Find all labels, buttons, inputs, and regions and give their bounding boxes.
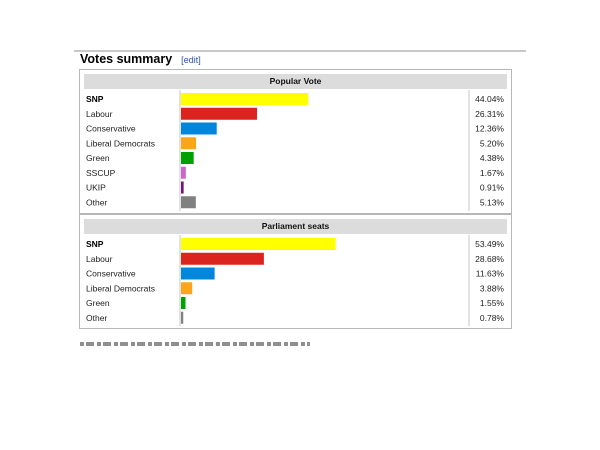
popular-vote-chart: SNP 44.04% Labour 26.31% Conservative 12.36% L…	[86, 90, 505, 211]
parliament-seats-value-green: 1.55%	[480, 298, 505, 308]
popular-vote-title: Popular Vote	[84, 74, 507, 89]
parliament-seats-value-snp: 53.49%	[475, 239, 504, 249]
parliament-seats-title: Parliament seats	[84, 219, 507, 234]
popular-vote-bar-other	[181, 196, 196, 209]
parliament-seats-bar-green	[181, 297, 186, 309]
popular-vote-value-labour: 26.31%	[475, 109, 504, 119]
parliament-seats-chart: SNP 53.49% Labour 28.68% Conservative 11.63% L…	[86, 235, 505, 326]
parliament-seats-bar-conservative	[181, 267, 215, 280]
popular-vote-bar-ukip	[181, 181, 184, 194]
popular-vote-value-green: 4.38%	[480, 153, 505, 163]
popular-vote-panel: Popular Vote SNP 44.04% Labour 26.31% Conser…	[79, 69, 512, 214]
section-heading: Votes summary [edit]	[80, 52, 201, 70]
popular-vote-value-liberal-democrats: 5.20%	[480, 138, 505, 148]
parliament-seats-label-snp: SNP	[86, 239, 104, 249]
popular-vote-value-sscup: 1.67%	[480, 168, 505, 178]
parliament-seats-bar-other	[181, 311, 184, 324]
popular-vote-bar-snp	[181, 93, 309, 105]
parliament-seats-label-liberal-democrats: Liberal Democrats	[86, 283, 155, 293]
popular-vote-label-other: Other	[86, 197, 107, 207]
popular-vote-label-labour: Labour	[86, 109, 113, 119]
popular-vote-bar-green	[181, 152, 194, 164]
parliament-seats-panel: Parliament seats SNP 53.49% Labour 28.68% Co…	[79, 214, 512, 329]
parliament-seats-bar-snp	[181, 238, 336, 250]
top-divider	[74, 50, 526, 52]
popular-vote-bar-liberal-democrats	[181, 137, 197, 150]
parliament-seats-value-liberal-democrats: 3.88%	[480, 283, 505, 293]
popular-vote-value-conservative: 12.36%	[475, 124, 504, 134]
popular-vote-label-ukip: UKIP	[86, 183, 106, 193]
popular-vote-bar-labour	[181, 107, 258, 120]
parliament-seats-label-other: Other	[86, 313, 107, 323]
popular-vote-value-ukip: 0.91%	[480, 183, 505, 193]
parliament-seats-value-other: 0.78%	[480, 313, 505, 323]
popular-vote-bar-sscup	[181, 166, 186, 179]
popular-vote-label-conservative: Conservative	[86, 124, 136, 134]
parliament-seats-bar-liberal-democrats	[181, 282, 193, 295]
parliament-seats-value-conservative: 11.63%	[476, 269, 505, 279]
popular-vote-label-snp: SNP	[86, 94, 104, 104]
parliament-seats-label-labour: Labour	[86, 254, 113, 264]
cut-off-heading	[80, 342, 310, 346]
edit-link[interactable]: edit	[183, 55, 199, 65]
parliament-seats-label-green: Green	[86, 298, 110, 308]
popular-vote-label-liberal-democrats: Liberal Democrats	[86, 138, 155, 148]
section-title: Votes summary	[80, 52, 173, 66]
parliament-seats-value-labour: 28.68%	[475, 254, 504, 264]
popular-vote-bar-conservative	[181, 122, 217, 135]
popular-vote-label-green: Green	[86, 153, 110, 163]
popular-vote-value-snp: 44.04%	[475, 94, 504, 104]
edit-link-wrapper[interactable]: [edit]	[181, 55, 201, 65]
parliament-seats-bar-labour	[181, 252, 264, 265]
popular-vote-label-sscup: SSCUP	[86, 168, 116, 178]
popular-vote-value-other: 5.13%	[480, 197, 505, 207]
parliament-seats-label-conservative: Conservative	[86, 269, 136, 279]
